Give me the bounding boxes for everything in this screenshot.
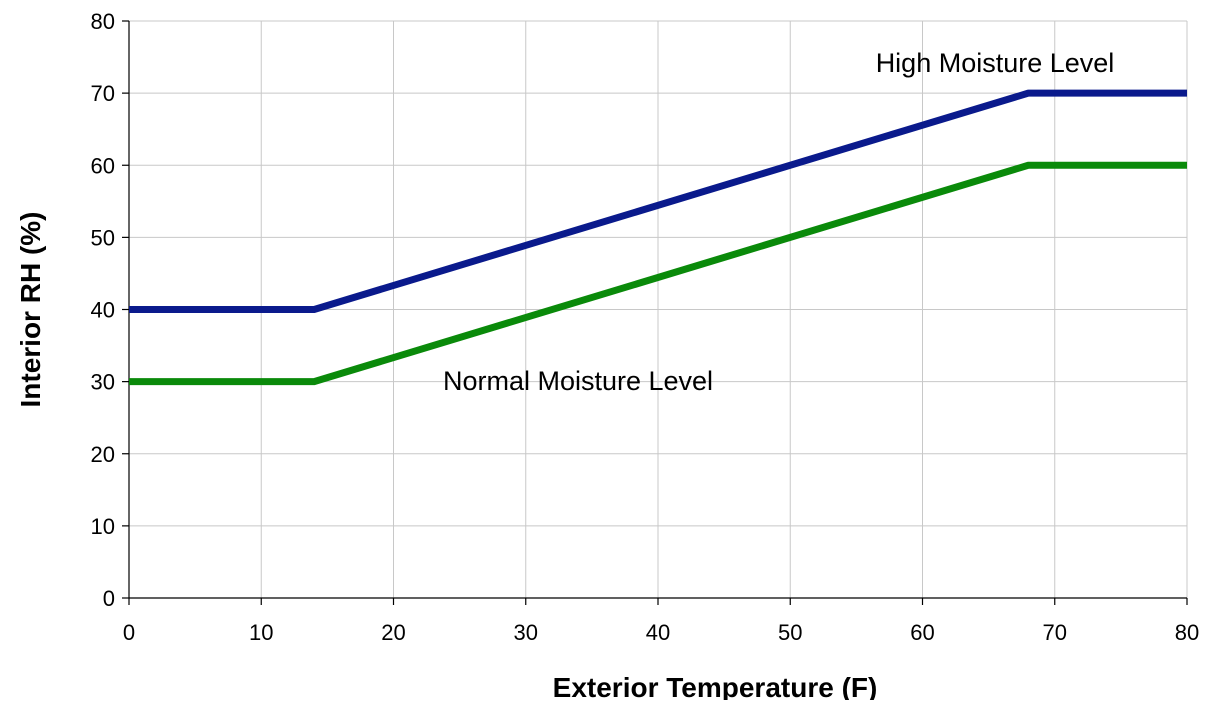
y-tick-label: 60	[91, 153, 115, 178]
x-tick-label: 40	[646, 620, 670, 645]
x-tick-label: 20	[381, 620, 405, 645]
y-tick-label: 30	[91, 370, 115, 395]
x-tick-label: 50	[778, 620, 802, 645]
x-tick-label: 30	[514, 620, 538, 645]
x-tick-label: 80	[1175, 620, 1199, 645]
y-tick-label: 20	[91, 442, 115, 467]
series	[129, 89, 1187, 386]
x-tick-label: 10	[249, 620, 273, 645]
y-tick-label: 80	[91, 9, 115, 34]
x-tick-label: 60	[910, 620, 934, 645]
annotation-normal: Normal Moisture Level	[443, 366, 713, 396]
y-axis-title: Interior RH (%)	[15, 212, 46, 408]
y-tick-label: 40	[91, 298, 115, 323]
annotation-high: High Moisture Level	[876, 48, 1115, 78]
y-tick-label: 10	[91, 514, 115, 539]
x-axis-title: Exterior Temperature (F)	[553, 672, 878, 700]
x-tick-label: 0	[123, 620, 135, 645]
x-tick-label: 70	[1043, 620, 1067, 645]
y-tick-label: 50	[91, 225, 115, 250]
y-tick-label: 0	[103, 586, 115, 611]
y-tick-label: 70	[91, 81, 115, 106]
series-line-high	[129, 89, 1187, 313]
series-line-normal	[129, 161, 1187, 386]
labels: 0 10 20 30 40 50 60 70 80 0 10 20 30 40 50 60 70 80 Exteri…	[15, 9, 1199, 703]
